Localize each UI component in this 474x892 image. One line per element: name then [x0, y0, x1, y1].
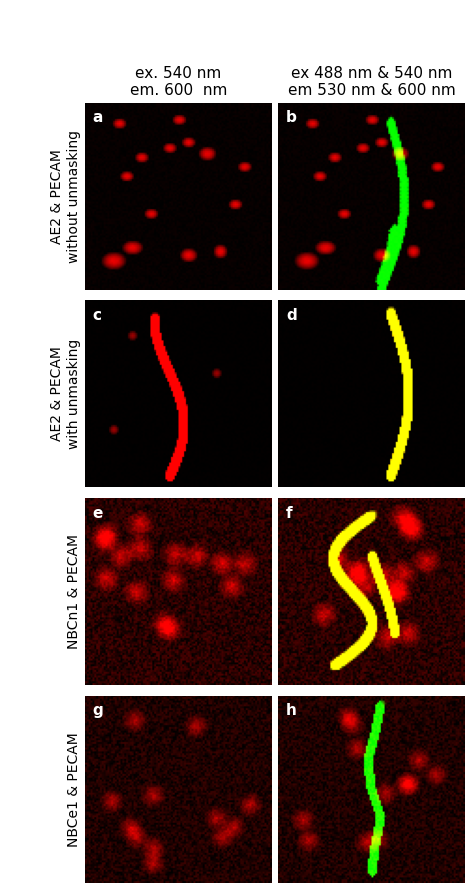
- Text: ex 488 nm & 540 nm
em 530 nm & 600 nm: ex 488 nm & 540 nm em 530 nm & 600 nm: [288, 66, 456, 98]
- Text: f: f: [286, 506, 292, 521]
- Text: c: c: [93, 308, 102, 323]
- Text: g: g: [93, 704, 103, 718]
- Text: b: b: [286, 110, 297, 125]
- Text: h: h: [286, 704, 297, 718]
- Text: d: d: [286, 308, 297, 323]
- Text: AE2 & PECAM
without unmasking: AE2 & PECAM without unmasking: [50, 129, 81, 262]
- Text: e: e: [93, 506, 103, 521]
- Text: a: a: [93, 110, 103, 125]
- Text: ex. 540 nm
em. 600  nm: ex. 540 nm em. 600 nm: [130, 66, 227, 98]
- Text: NBCe1 & PECAM: NBCe1 & PECAM: [66, 732, 81, 847]
- Text: AE2 & PECAM
with unmasking: AE2 & PECAM with unmasking: [50, 339, 81, 449]
- Text: NBCn1 & PECAM: NBCn1 & PECAM: [66, 534, 81, 649]
